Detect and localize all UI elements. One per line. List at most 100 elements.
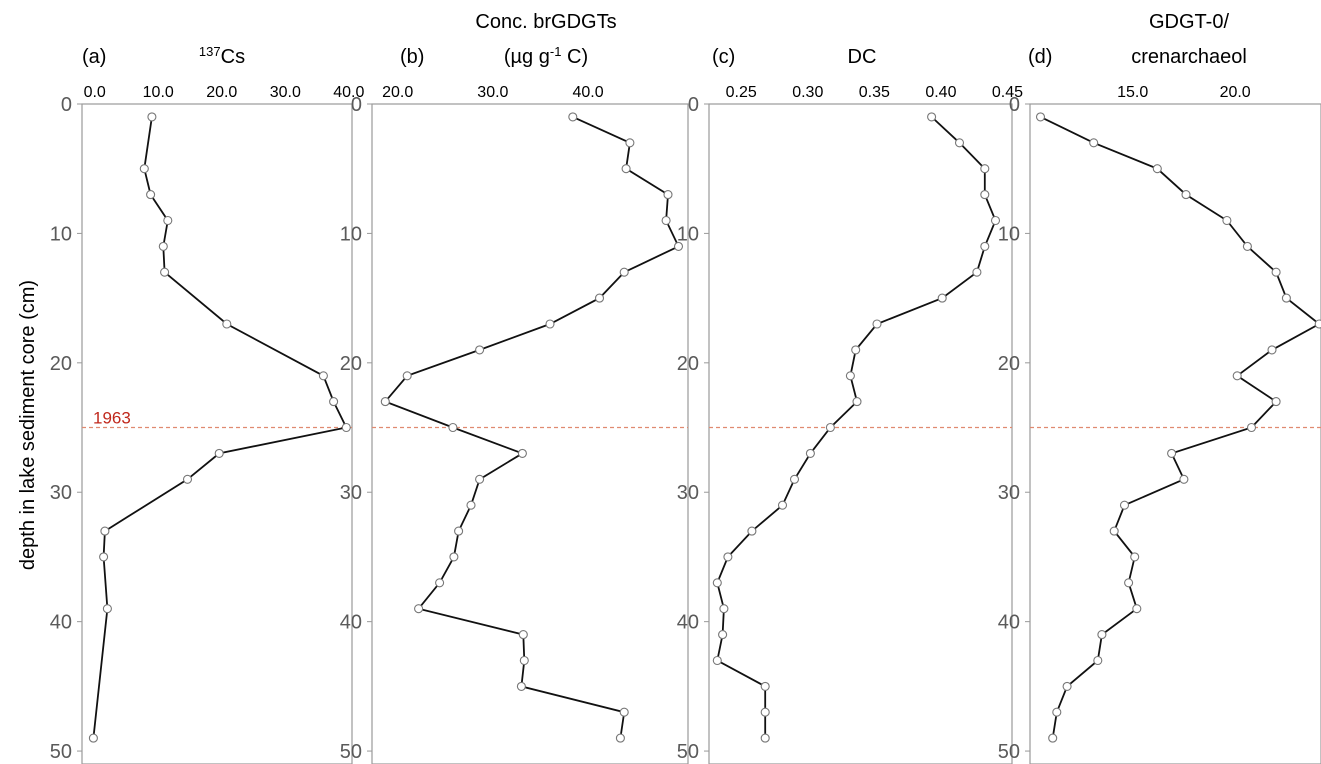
data-point: [825, 422, 835, 433]
data-point: [1109, 526, 1119, 536]
data-point: [1124, 578, 1134, 588]
plot-frame: [371, 103, 689, 764]
data-point: [1271, 397, 1281, 407]
data-point: [851, 345, 861, 355]
panel-title: 137Cs: [199, 44, 245, 69]
data-point: [1132, 604, 1142, 614]
data-point: [1179, 474, 1189, 484]
data-point: [448, 422, 458, 433]
data-point: [88, 733, 98, 743]
data-point: [619, 707, 629, 717]
data-point: [1271, 267, 1281, 277]
data-point: [760, 707, 770, 717]
data-point: [139, 164, 149, 174]
data-point: [1281, 293, 1291, 303]
y-tick-label: 0: [61, 94, 72, 116]
data-point: [1167, 448, 1177, 458]
data-point: [927, 112, 937, 122]
data-point: [545, 319, 555, 329]
y-tick-label: 40: [340, 612, 362, 634]
data-point: [1232, 371, 1242, 381]
x-tick-label: 0.45: [992, 84, 1023, 101]
data-point: [747, 526, 757, 536]
data-point: [1089, 138, 1099, 148]
panel-label: (a): [82, 46, 106, 68]
data-point: [102, 604, 112, 614]
x-tick-label: 0.30: [792, 84, 823, 101]
x-tick-label: 0.40: [925, 84, 956, 101]
data-point: [99, 552, 109, 562]
x-tick-label: 15.0: [1117, 84, 1148, 101]
data-point: [222, 319, 232, 329]
y-tick-label: 10: [50, 223, 72, 245]
x-tick-label: 20.0: [206, 84, 237, 101]
data-point: [872, 319, 882, 329]
data-point: [980, 241, 990, 251]
data-point: [1130, 552, 1140, 562]
data-point: [1267, 345, 1277, 355]
data-point: [663, 190, 673, 200]
data-point: [1119, 500, 1130, 510]
data-point: [1062, 681, 1072, 691]
data-point: [182, 474, 193, 484]
data-point: [517, 448, 527, 458]
x-tick-label: 0.0: [84, 84, 106, 101]
data-point: [852, 397, 862, 407]
data-point: [760, 681, 770, 691]
data-point: [980, 190, 990, 200]
data-point: [568, 112, 578, 122]
data-point: [466, 500, 476, 510]
panel-label: (d): [1028, 46, 1052, 68]
x-tick-label: 30.0: [477, 84, 508, 101]
series-line: [92, 116, 348, 739]
data-point: [1152, 164, 1162, 174]
y-tick-label: 50: [998, 741, 1020, 763]
panel-title-line2: crenarchaeol: [1131, 46, 1247, 68]
x-tick-label: 20.0: [1220, 84, 1251, 101]
y-tick-label: 50: [50, 741, 72, 763]
y-axis-label: depth in lake sediment core (cm): [17, 280, 39, 570]
plot-frame: [708, 103, 1013, 764]
data-point: [1242, 241, 1252, 251]
y-tick-label: 30: [50, 482, 72, 504]
plot-frame: [1029, 103, 1321, 764]
data-point: [518, 630, 528, 640]
data-point: [435, 578, 445, 588]
data-point: [1035, 112, 1046, 122]
data-point: [615, 733, 625, 743]
data-point: [214, 448, 224, 458]
data-point: [1181, 190, 1191, 200]
y-tick-label: 20: [998, 353, 1020, 375]
data-point: [1222, 215, 1232, 226]
data-point: [661, 215, 671, 226]
data-point: [163, 215, 173, 226]
x-tick-label: 30.0: [270, 84, 301, 101]
panel-d: (d) GDGT-0/crenarchaeol 15.0 20.0 0 10 20 30 40 5…: [998, 11, 1321, 764]
data-point: [972, 267, 982, 277]
data-point: [723, 552, 733, 562]
data-point: [454, 526, 464, 536]
data-point: [980, 164, 990, 174]
plot-frame: [81, 103, 353, 764]
data-point: [475, 345, 485, 355]
y-tick-label: 0: [351, 94, 362, 116]
y-tick-label: 30: [998, 482, 1020, 504]
data-point: [990, 215, 1001, 226]
y-tick-label: 0: [688, 94, 699, 116]
y-tick-label: 20: [50, 353, 72, 375]
x-tick-label: 0.35: [859, 84, 890, 101]
data-point: [160, 267, 170, 277]
data-point: [147, 112, 157, 122]
data-point: [845, 371, 855, 381]
reference-line-label: 1963: [93, 409, 131, 428]
panel-label: (c): [712, 46, 735, 68]
y-tick-label: 10: [677, 223, 699, 245]
x-tick-label: 20.0: [382, 84, 413, 101]
data-point: [594, 293, 605, 303]
data-point: [1052, 707, 1062, 717]
data-point: [719, 604, 729, 614]
data-point: [712, 578, 722, 588]
